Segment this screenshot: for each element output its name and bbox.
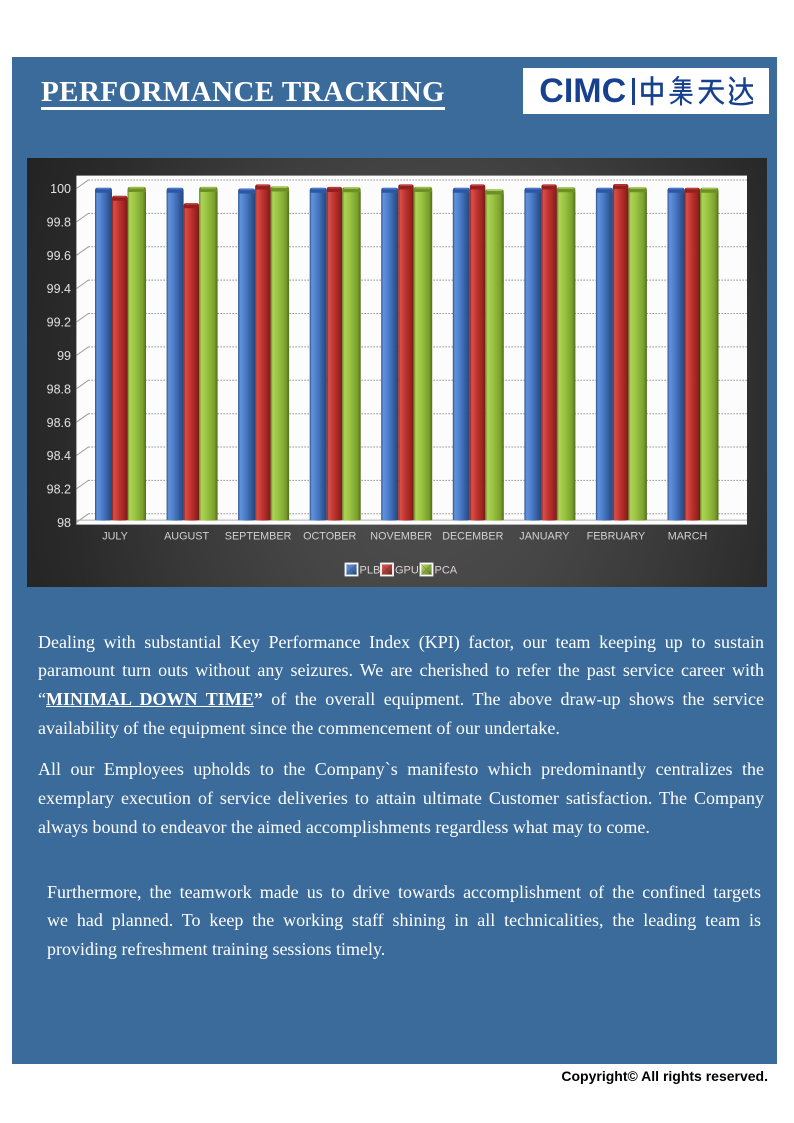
svg-text:99.2: 99.2 xyxy=(47,316,71,330)
svg-text:98.4: 98.4 xyxy=(47,449,71,463)
svg-text:PLB: PLB xyxy=(360,565,381,577)
svg-text:98.8: 98.8 xyxy=(47,382,71,396)
svg-text:PCA: PCA xyxy=(435,565,458,577)
svg-text:99.8: 99.8 xyxy=(47,216,71,230)
svg-text:98.6: 98.6 xyxy=(47,416,71,430)
svg-text:99.6: 99.6 xyxy=(47,249,71,263)
svg-text:AUGUST: AUGUST xyxy=(164,531,209,543)
svg-text:99.4: 99.4 xyxy=(47,282,71,296)
svg-text:GPU: GPU xyxy=(395,565,419,577)
svg-text:SEPTEMBER: SEPTEMBER xyxy=(225,531,292,543)
svg-text:98.2: 98.2 xyxy=(47,483,71,497)
svg-text:DECEMBER: DECEMBER xyxy=(442,531,503,543)
svg-text:OCTOBER: OCTOBER xyxy=(303,531,356,543)
svg-text:MARCH: MARCH xyxy=(668,531,708,543)
svg-text:100: 100 xyxy=(50,182,71,196)
svg-text:JULY: JULY xyxy=(102,531,128,543)
svg-text:98: 98 xyxy=(57,516,71,530)
svg-text:FEBRUARY: FEBRUARY xyxy=(587,531,646,543)
svg-text:JANUARY: JANUARY xyxy=(519,531,569,543)
svg-text:99: 99 xyxy=(57,349,71,363)
svg-text:NOVEMBER: NOVEMBER xyxy=(370,531,432,543)
